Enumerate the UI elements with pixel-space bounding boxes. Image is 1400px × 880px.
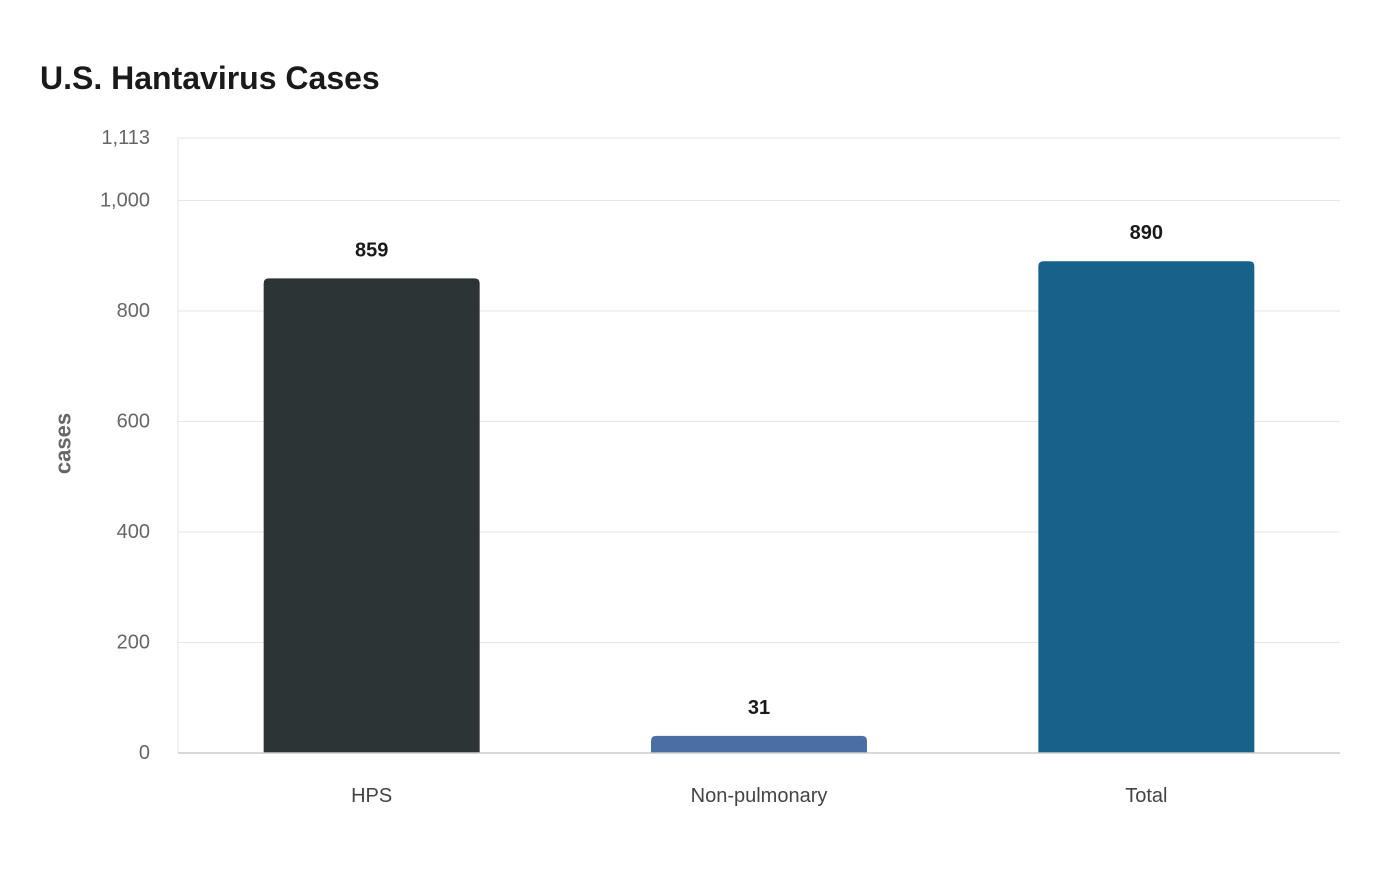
y-axis-title: cases [51, 413, 76, 474]
x-tick-label: Non-pulmonary [691, 785, 828, 807]
bar-hps[interactable] [263, 278, 480, 753]
y-tick-label: 800 [117, 300, 150, 322]
value-label: 31 [748, 697, 770, 719]
y-axis-ticks: 0 200 400 600 800 1,000 1,113 [100, 127, 150, 764]
y-tick-label: 1,113 [101, 127, 150, 149]
chart-title: U.S. Hantavirus Cases [40, 60, 380, 96]
bars [263, 261, 1255, 753]
y-tick-label: 600 [117, 410, 150, 432]
value-label: 859 [355, 239, 388, 261]
bar-non-pulmonary[interactable] [651, 735, 867, 753]
value-labels: 859 31 890 [355, 222, 1163, 719]
y-tick-label: 1,000 [100, 189, 150, 211]
x-tick-label: Total [1125, 785, 1167, 807]
x-tick-label: HPS [351, 785, 392, 807]
y-tick-label: 200 [117, 631, 150, 653]
value-label: 890 [1130, 222, 1163, 244]
y-tick-label: 0 [139, 742, 150, 764]
bar-total[interactable] [1038, 261, 1255, 753]
x-axis-ticks: HPS Non-pulmonary Total [351, 785, 1167, 807]
y-tick-label: 400 [117, 521, 150, 543]
